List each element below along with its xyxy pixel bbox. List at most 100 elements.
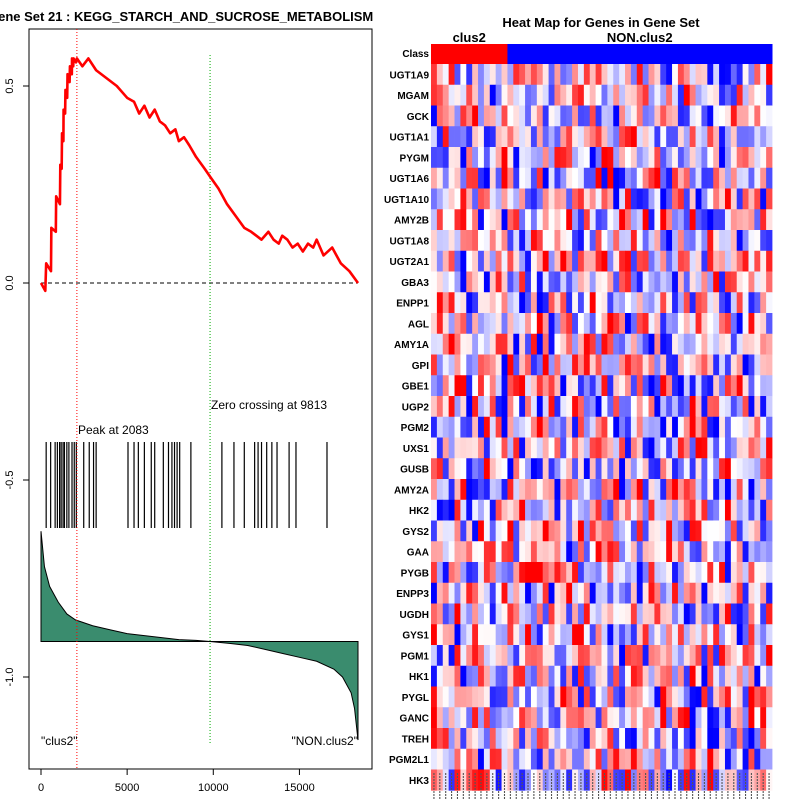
heatmap-cell bbox=[566, 209, 573, 231]
heatmap-cell bbox=[519, 188, 526, 210]
heatmap-cell bbox=[483, 603, 491, 625]
heatmap-cell bbox=[683, 333, 691, 355]
heatmap-cell bbox=[619, 147, 626, 169]
heatmap-cell bbox=[719, 354, 726, 376]
heatmap-cell bbox=[760, 354, 767, 376]
heatmap-cell bbox=[478, 686, 485, 708]
heatmap-cell bbox=[713, 333, 720, 355]
heatmap-cell bbox=[625, 105, 632, 127]
heatmap-cell bbox=[519, 458, 526, 480]
heatmap-cell bbox=[625, 645, 632, 667]
heatmap-cell bbox=[701, 292, 708, 314]
heatmap-cell bbox=[636, 437, 644, 459]
heatmap-cell bbox=[595, 230, 602, 252]
heatmap-cell bbox=[666, 479, 673, 501]
heatmap-cell bbox=[572, 707, 579, 729]
heatmap-cell bbox=[442, 458, 450, 480]
heatmap-cell bbox=[607, 271, 614, 293]
heatmap-cell bbox=[431, 416, 438, 438]
heatmap-cell bbox=[431, 313, 438, 335]
heatmap-cell bbox=[554, 458, 561, 480]
heatmap-cell bbox=[736, 313, 743, 335]
heatmap-cell bbox=[766, 126, 773, 148]
heatmap-cell bbox=[736, 126, 743, 148]
heatmap-cell bbox=[431, 250, 438, 272]
heatmap-cell bbox=[754, 250, 761, 272]
heatmap-cell bbox=[695, 354, 702, 376]
heatmap-cell bbox=[530, 354, 538, 376]
heatmap-cell bbox=[748, 728, 755, 750]
heatmap-cell bbox=[636, 147, 644, 169]
heatmap-cell bbox=[577, 562, 585, 584]
heatmap-cell bbox=[507, 84, 514, 106]
heatmap-cell bbox=[560, 748, 567, 770]
heatmap-cell bbox=[536, 188, 544, 210]
heatmap-cell bbox=[730, 167, 738, 189]
heatmap-cell bbox=[495, 271, 502, 293]
heatmap-cell bbox=[672, 665, 679, 687]
heatmap-cell bbox=[619, 126, 626, 148]
heatmap-cell bbox=[583, 64, 591, 86]
heatmap-cell bbox=[625, 707, 632, 729]
heatmap-cell bbox=[654, 748, 661, 770]
gene-label: UGT2A1 bbox=[390, 257, 430, 268]
heatmap-cell bbox=[431, 292, 438, 314]
heatmap-cell bbox=[677, 707, 685, 729]
heatmap-cell bbox=[742, 665, 749, 687]
heatmap-cell bbox=[495, 250, 502, 272]
heatmap-cell bbox=[460, 375, 467, 397]
heatmap-cell bbox=[566, 230, 573, 252]
heatmap-cell bbox=[583, 292, 591, 314]
heatmap-cell bbox=[489, 728, 497, 750]
heatmap-cell bbox=[754, 665, 761, 687]
heatmap-cell bbox=[713, 230, 720, 252]
heatmap-cell bbox=[548, 645, 555, 667]
heatmap-cell bbox=[601, 416, 608, 438]
heatmap-cell bbox=[689, 105, 696, 127]
heatmap-cell bbox=[736, 541, 743, 563]
heatmap-cell bbox=[489, 147, 497, 169]
heatmap-cell bbox=[530, 147, 538, 169]
heatmap-cell bbox=[719, 479, 726, 501]
heatmap-cell bbox=[695, 271, 702, 293]
gene-label: GANC bbox=[400, 714, 429, 725]
heatmap-cell bbox=[577, 541, 585, 563]
heatmap-cell bbox=[448, 396, 455, 418]
heatmap-cell bbox=[577, 582, 585, 604]
heatmap-cell bbox=[577, 396, 585, 418]
heatmap-cell bbox=[719, 313, 726, 335]
heatmap-cell bbox=[619, 458, 626, 480]
heatmap-cell bbox=[648, 437, 655, 459]
heatmap-cell bbox=[724, 313, 732, 335]
heatmap-cell bbox=[666, 686, 673, 708]
heatmap-cell bbox=[589, 250, 597, 272]
heatmap-cell bbox=[442, 84, 450, 106]
heatmap-cell bbox=[431, 188, 438, 210]
heatmap-cell bbox=[672, 458, 679, 480]
heatmap-cell bbox=[495, 105, 502, 127]
heatmap-cell bbox=[595, 562, 602, 584]
heatmap-cell bbox=[695, 624, 702, 646]
heatmap-cell bbox=[754, 64, 761, 86]
heatmap-cell bbox=[636, 354, 644, 376]
heatmap-cell bbox=[683, 582, 691, 604]
heatmap-cell bbox=[766, 582, 773, 604]
heatmap-cell bbox=[695, 437, 702, 459]
heatmap-cell bbox=[513, 686, 520, 708]
heatmap-cell bbox=[701, 375, 708, 397]
heatmap-cell bbox=[489, 624, 497, 646]
heatmap-cell bbox=[536, 665, 544, 687]
heatmap-cell bbox=[519, 396, 526, 418]
heatmap-cell bbox=[536, 499, 544, 521]
heatmap-cell bbox=[654, 105, 661, 127]
heatmap-cell bbox=[719, 541, 726, 563]
heatmap-cell bbox=[748, 686, 755, 708]
heatmap-cell bbox=[519, 209, 526, 231]
heatmap-cell bbox=[660, 167, 667, 189]
heatmap-cell bbox=[495, 416, 502, 438]
heatmap-cell bbox=[660, 84, 667, 106]
heatmap-cell bbox=[701, 271, 708, 293]
heatmap-cell bbox=[713, 396, 720, 418]
heatmap-cell bbox=[695, 292, 702, 314]
heatmap-cell bbox=[677, 603, 685, 625]
